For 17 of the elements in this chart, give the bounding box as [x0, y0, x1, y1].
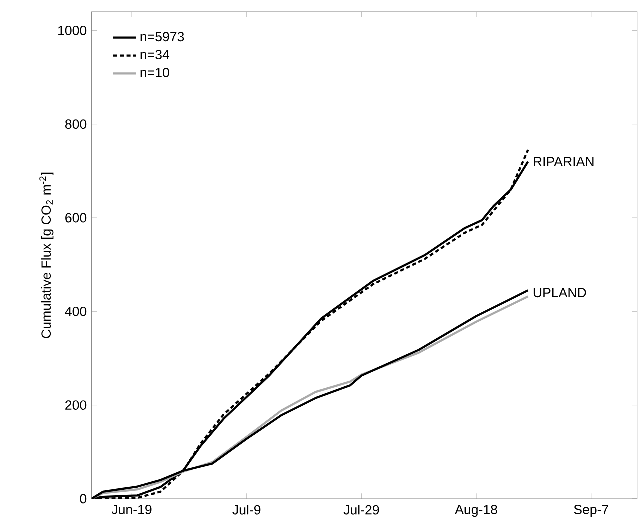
y-tick-label: 1000 [58, 26, 87, 36]
legend-label: n=5973 [140, 32, 184, 42]
y-tick-label: 600 [66, 213, 87, 223]
y-tick-label: 800 [65, 120, 87, 130]
annotation: UPLAND [534, 288, 586, 298]
y-tick-label: 0 [80, 494, 87, 504]
legend-label: n=10 [140, 68, 170, 78]
y-axis-title: Cumulative Flux [g CO$_{2}$ m$^{-2}$] [40, 172, 54, 338]
x-tick-label: Jul-29 [344, 505, 380, 515]
x-tick-label: Jun-19 [112, 505, 152, 514]
annotation: RIPARIAN [534, 157, 594, 166]
y-tick-label: 200 [66, 400, 87, 410]
x-tick-label: Aug-18 [455, 505, 498, 518]
x-tick-label: Sep-7 [574, 505, 608, 518]
y-tick-label: 400 [65, 307, 87, 316]
legend-label: n=34 [140, 50, 170, 60]
x-tick-label: Jul-9 [232, 505, 261, 515]
